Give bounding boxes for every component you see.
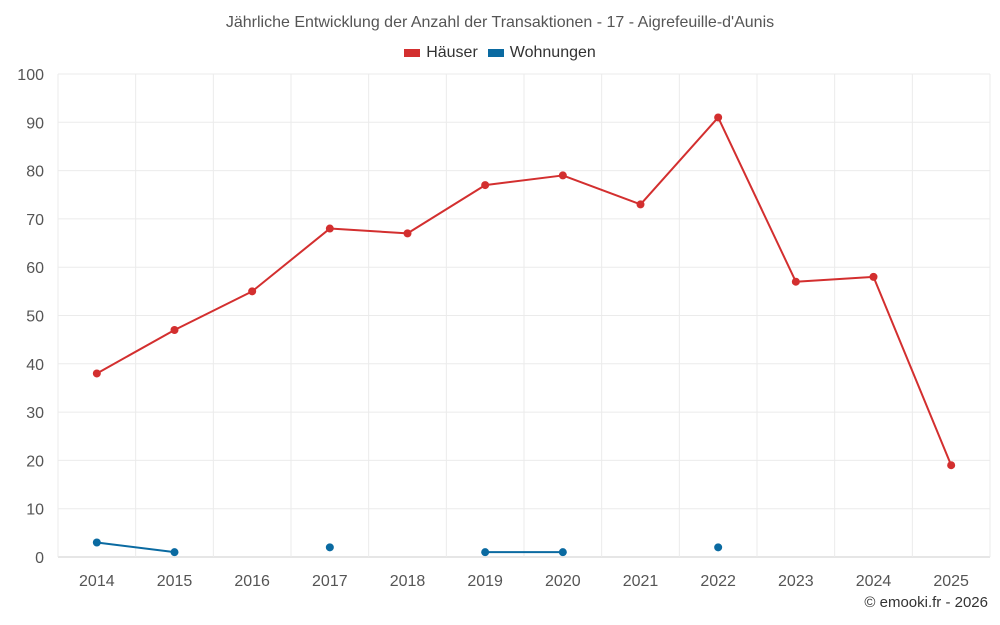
x-tick-label: 2022 <box>700 573 736 590</box>
data-point-haeuser <box>325 224 334 233</box>
x-tick-label: 2021 <box>623 573 659 590</box>
x-tick-label: 2019 <box>467 573 503 590</box>
y-tick-label: 70 <box>26 212 44 229</box>
data-point-haeuser <box>869 272 878 281</box>
x-tick-label: 2025 <box>933 573 969 590</box>
data-point-haeuser <box>403 229 412 238</box>
data-point-haeuser <box>248 287 257 296</box>
data-point-wohnungen <box>92 538 101 547</box>
credit-text: © emooki.fr - 2026 <box>864 594 988 611</box>
y-tick-label: 60 <box>26 260 44 277</box>
data-point-wohnungen <box>325 543 334 552</box>
x-tick-label: 2024 <box>856 573 892 590</box>
x-tick-label: 2017 <box>312 573 348 590</box>
legend-swatch-wohnungen <box>487 49 504 57</box>
data-point-haeuser <box>947 461 956 470</box>
x-tick-label: 2016 <box>234 573 270 590</box>
x-tick-label: 2015 <box>157 573 193 590</box>
data-point-haeuser <box>714 113 723 122</box>
x-tick-label: 2023 <box>778 573 814 590</box>
y-tick-label: 20 <box>26 453 44 470</box>
y-tick-label: 40 <box>26 357 44 374</box>
data-point-wohnungen <box>714 543 723 552</box>
data-point-haeuser <box>170 325 179 334</box>
legend-label-wohnungen: Wohnungen <box>509 44 596 61</box>
data-point-haeuser <box>92 369 101 378</box>
y-tick-label: 100 <box>17 67 44 84</box>
chart-title: Jährliche Entwicklung der Anzahl der Tra… <box>225 14 775 31</box>
y-tick-label: 50 <box>26 309 44 326</box>
legend-item-wohnungen[interactable]: Wohnungen <box>487 44 596 62</box>
data-point-haeuser <box>791 277 800 286</box>
data-point-haeuser <box>558 171 567 180</box>
series-line-haeuser <box>96 116 953 466</box>
x-tick-label: 2020 <box>545 573 581 590</box>
legend-swatch-haeuser <box>404 49 421 57</box>
data-point-haeuser <box>481 181 490 190</box>
data-point-wohnungen <box>558 548 567 557</box>
legend-item-haeuser[interactable]: Häuser <box>404 44 478 62</box>
y-tick-label: 0 <box>35 550 44 567</box>
y-tick-label: 10 <box>26 502 44 519</box>
y-tick-label: 90 <box>26 115 44 132</box>
legend-label-haeuser: Häuser <box>426 44 478 61</box>
y-tick-label: 80 <box>26 164 44 181</box>
x-tick-label: 2014 <box>79 573 115 590</box>
data-point-wohnungen <box>481 548 490 557</box>
chart-legend: Häuser Wohnungen <box>0 44 1000 62</box>
x-tick-label: 2018 <box>390 573 426 590</box>
y-tick-label: 30 <box>26 405 44 422</box>
data-point-wohnungen <box>170 548 179 557</box>
series-line-wohnungen <box>96 541 175 554</box>
data-point-haeuser <box>636 200 645 209</box>
